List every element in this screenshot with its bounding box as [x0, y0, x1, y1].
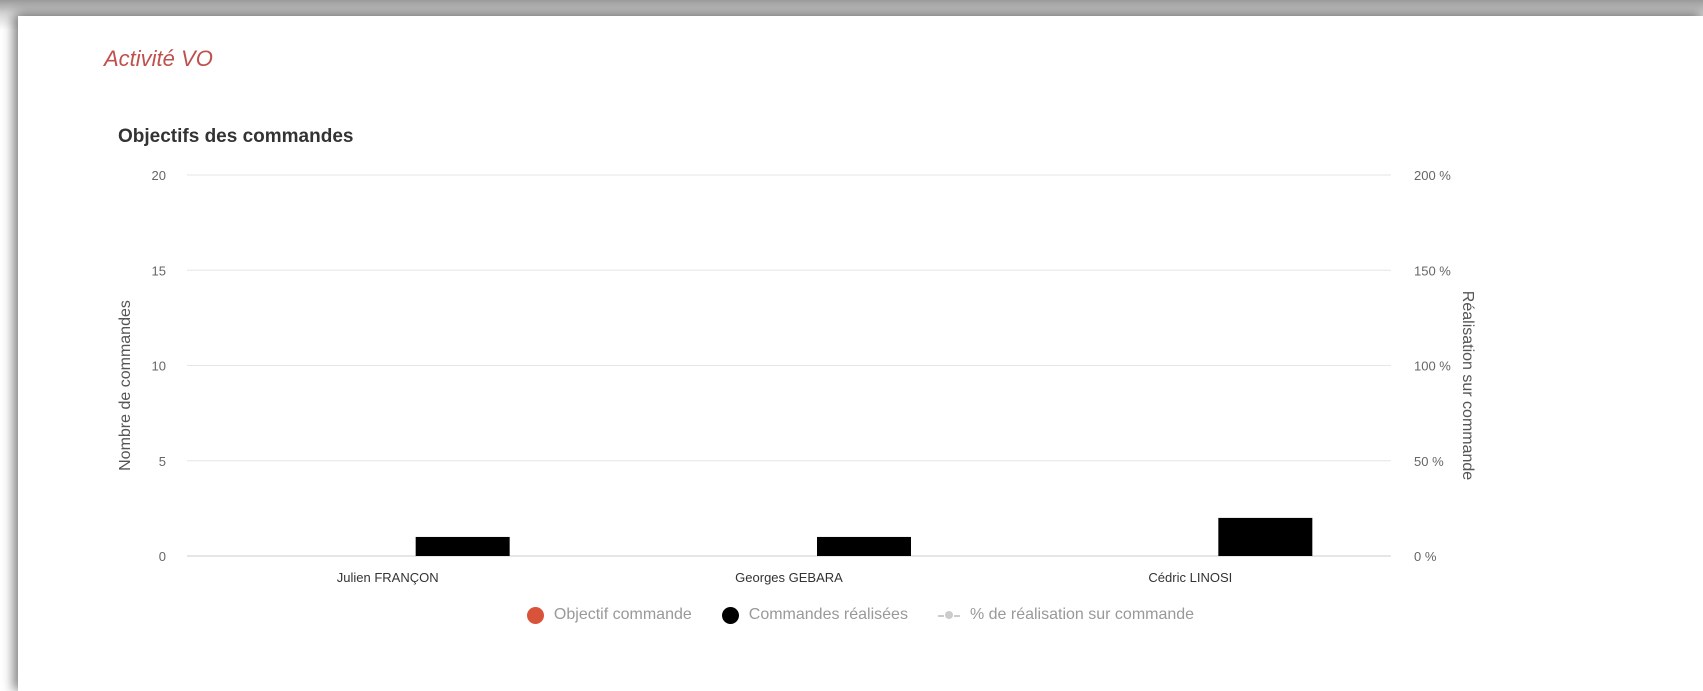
legend-marker-realisees [721, 606, 739, 624]
y2-tick-label: 50 % [1414, 454, 1444, 469]
bar-commandes-realisees [817, 536, 911, 556]
y-tick-label: 5 [159, 454, 166, 469]
chart-legend: Objectif commande Commandes réalisées % … [18, 606, 1703, 624]
legend-marker-objectif [526, 606, 544, 624]
chart-panel: Activité VO Objectifs des commandes 0 0 %… [18, 16, 1703, 691]
legend-item-realisees[interactable]: Commandes réalisées [721, 606, 908, 624]
legend-label-pourcentage: % de réalisation sur commande [969, 606, 1195, 623]
legend-label-objectif: Objectif commande [553, 606, 692, 623]
y-tick-label: 0 [159, 549, 166, 564]
y-tick-label: 20 [152, 168, 166, 183]
y-tick-label: 10 [152, 359, 166, 374]
bar-commandes-realisees [1218, 517, 1313, 556]
y-axis-title: Nombre de commandes [117, 300, 134, 471]
x-tick-label: Georges GEBARA [735, 570, 843, 585]
legend-item-objectif[interactable]: Objectif commande [526, 606, 692, 624]
y-tick-label: 15 [152, 263, 166, 278]
x-tick-label: Julien FRANÇON [337, 570, 439, 585]
y2-tick-label: 100 % [1414, 359, 1451, 374]
legend-label-realisees: Commandes réalisées [748, 606, 908, 623]
section-title: Activité VO [104, 46, 213, 71]
legend-item-pourcentage[interactable]: % de réalisation sur commande [937, 606, 1195, 624]
x-tick-label: Cédric LINOSI [1148, 570, 1232, 585]
y2-tick-label: 150 % [1414, 263, 1451, 278]
y2-axis-title: Réalisation sur commande [1459, 291, 1476, 481]
bar-commandes-realisees [415, 536, 510, 556]
chart-title: Objectifs des commandes [118, 126, 354, 147]
orders-chart: 0 0 % 5 50 % 10 100 % 15 150 % 20 200 % Nombre de … [117, 168, 1476, 585]
y2-tick-label: 200 % [1414, 168, 1451, 183]
legend-marker-pourcentage [937, 607, 960, 624]
y2-tick-label: 0 % [1414, 549, 1437, 564]
